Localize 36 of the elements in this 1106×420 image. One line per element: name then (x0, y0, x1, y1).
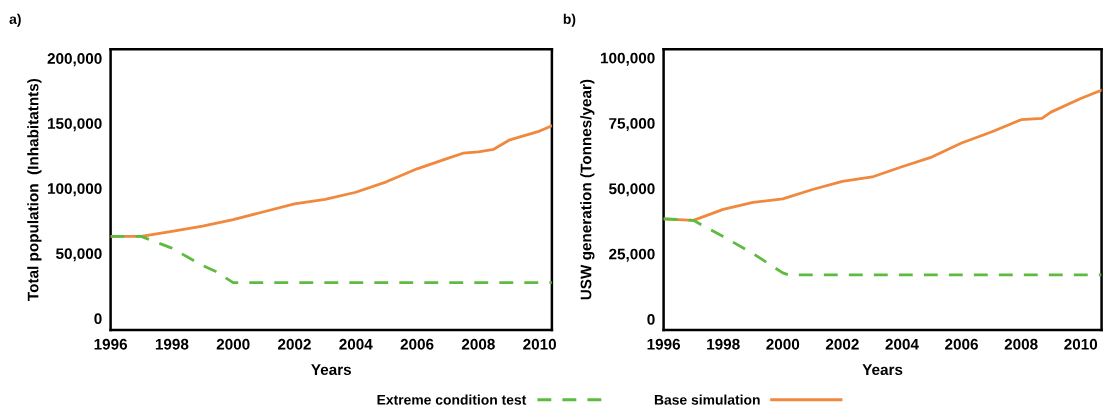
y-tick-label: 50,000 (609, 183, 655, 197)
y-tick-label: 150,000 (48, 118, 102, 132)
y-tick-label: 25,000 (609, 248, 655, 262)
legend-label: Base simulation (654, 394, 760, 405)
y-axis-title: Total population (Inhabitatnts) (27, 78, 42, 301)
x-axis-title: Years (311, 364, 352, 376)
x-tick-label: 2004 (885, 338, 919, 350)
x-tick-label: 2002 (825, 338, 859, 350)
chart-title: b) (563, 13, 576, 27)
x-axis-title: Years (862, 364, 903, 376)
y-axis-title: USW generation (Tonnes/year) (580, 79, 595, 300)
y-tick-label: 50,000 (56, 248, 102, 262)
chart-title: a) (9, 13, 21, 27)
line-series (663, 217, 1102, 277)
x-tick-label: 2008 (1004, 338, 1038, 350)
line-series (110, 235, 552, 285)
x-tick-label: 1998 (707, 338, 740, 350)
x-tick-label: 2010 (1064, 338, 1098, 350)
y-tick-label: 75,000 (609, 117, 655, 132)
x-tick-label: 1996 (647, 338, 681, 350)
x-tick-label: 2006 (945, 338, 978, 350)
x-tick-label: 2002 (278, 338, 311, 350)
x-tick-label: 2000 (216, 338, 250, 350)
y-tick-label: 100,000 (48, 183, 102, 197)
x-tick-label: 2006 (400, 338, 434, 350)
x-tick-label: 2000 (766, 338, 800, 350)
legend-label: Extreme condition test (377, 394, 527, 405)
x-tick-label: 2004 (339, 338, 373, 350)
x-tick-label: 2008 (461, 338, 495, 350)
x-tick-label: 2010 (523, 338, 556, 350)
y-tick-label: 100,000 (601, 52, 655, 66)
x-tick-label: 1998 (155, 338, 189, 350)
y-tick-label: 0 (647, 314, 655, 325)
y-tick-label: 0 (94, 313, 102, 325)
y-tick-label: 200,000 (47, 53, 102, 67)
x-tick-label: 1996 (94, 338, 128, 350)
